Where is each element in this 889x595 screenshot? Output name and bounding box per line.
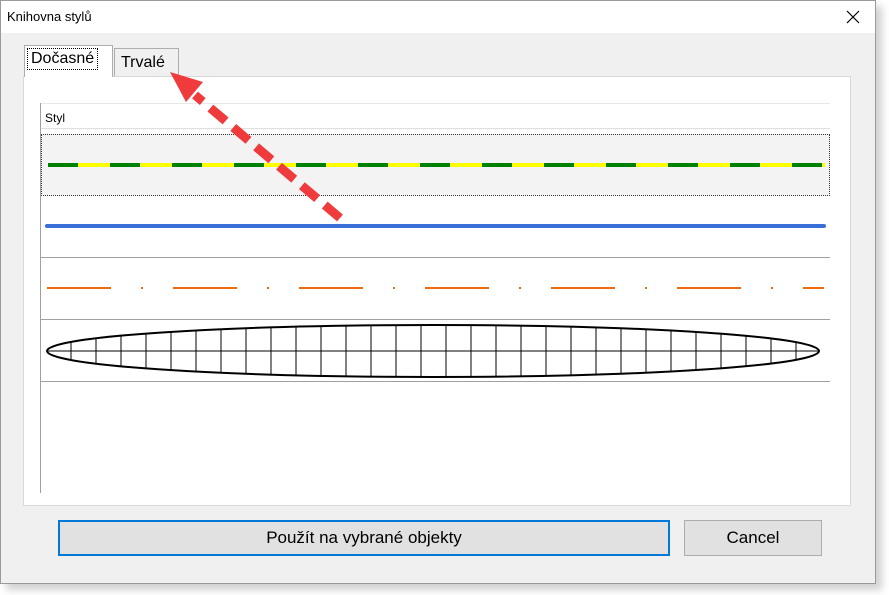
style-row-lens-grid[interactable] [41, 320, 830, 382]
style-list[interactable]: Styl [40, 103, 830, 493]
tab-strip: Dočasné Trvalé [24, 45, 224, 77]
tab-trvale[interactable]: Trvalé [114, 48, 179, 76]
title-bar: Knihovna stylů [1, 1, 875, 33]
close-button[interactable] [835, 3, 871, 31]
line-preview-lens-grid [46, 324, 820, 378]
line-preview-dashed-green-yellow [48, 163, 825, 167]
tab-trvale-label: Trvalé [121, 54, 165, 71]
cancel-button[interactable]: Cancel [684, 520, 822, 556]
line-preview-solid-blue [45, 224, 826, 228]
tab-docasne-label: Dočasné [26, 48, 99, 70]
close-icon [846, 10, 860, 24]
style-row-dashed-green-yellow[interactable] [41, 134, 830, 196]
column-header-style: Styl [45, 111, 66, 125]
style-row-dash-dot-orange[interactable] [41, 258, 830, 320]
apply-to-selected-button[interactable]: Použít na vybrané objekty [58, 520, 670, 556]
window-title: Knihovna stylů [7, 9, 92, 24]
style-row-solid-blue[interactable] [41, 196, 830, 258]
tab-panel: Styl [23, 76, 851, 506]
tab-docasne[interactable]: Dočasné [24, 45, 113, 77]
list-column-header[interactable]: Styl [41, 103, 830, 129]
line-preview-dash-dot-orange [47, 287, 824, 289]
